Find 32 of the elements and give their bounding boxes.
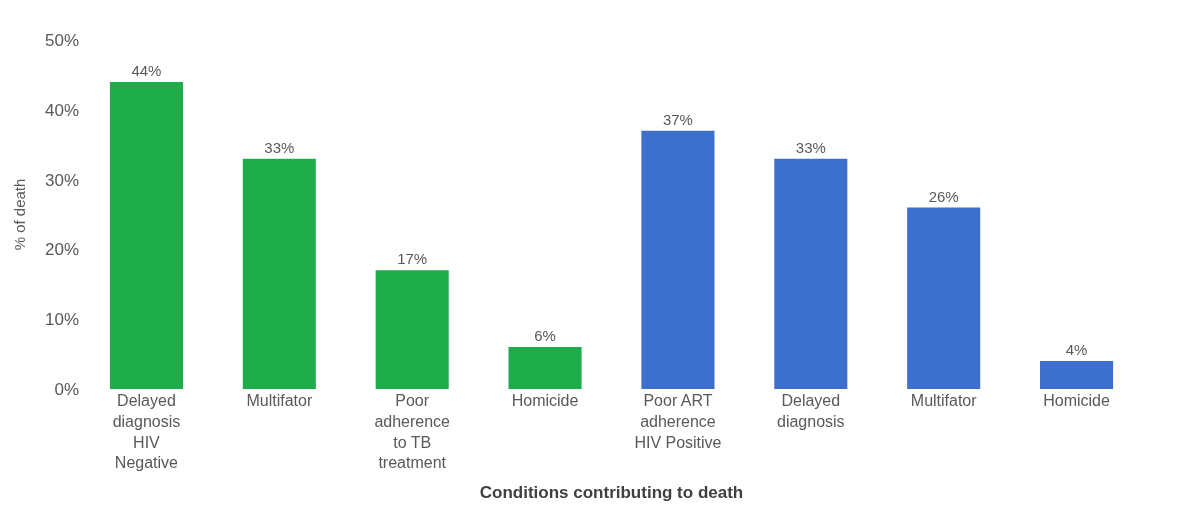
data-label: 37%	[662, 110, 693, 128]
data-label: 17%	[397, 250, 428, 268]
y-tick-label: 40%	[44, 100, 79, 120]
y-tick-label: 20%	[44, 240, 79, 260]
x-tick-label: Delayed diagnosis HIV Negative	[112, 392, 181, 472]
bar	[774, 158, 848, 389]
x-tick-label: Delayed diagnosis	[777, 392, 845, 430]
data-label: 4%	[1065, 341, 1088, 359]
data-label: 6%	[534, 327, 556, 345]
y-tick-label: 10%	[44, 310, 79, 330]
x-tick-label: Multifator	[246, 392, 313, 409]
x-tick-label: Poor ART adherence HIV Positive	[634, 392, 722, 451]
bar	[508, 347, 582, 389]
data-label: 44%	[131, 61, 162, 79]
bar	[1040, 361, 1114, 389]
y-axis-title: % of death	[11, 178, 29, 251]
x-tick-label: Homicide	[1043, 392, 1111, 409]
bar	[375, 270, 449, 389]
bar	[641, 130, 715, 389]
data-label: 33%	[264, 138, 295, 156]
y-tick-label: 30%	[44, 170, 79, 190]
x-tick-label: Poor adherence to TB treatment	[374, 392, 451, 472]
data-label: 33%	[795, 138, 826, 156]
x-tick-label: Homicide	[511, 392, 579, 409]
y-tick-label: 0%	[54, 379, 79, 399]
data-label: 26%	[928, 187, 959, 205]
bar	[109, 81, 183, 389]
bar	[242, 158, 316, 389]
bar	[907, 207, 981, 389]
x-tick-label: Multifator	[910, 392, 978, 409]
y-tick-label: 50%	[44, 30, 79, 50]
x-axis-title: Conditions contributing to death	[479, 482, 744, 502]
